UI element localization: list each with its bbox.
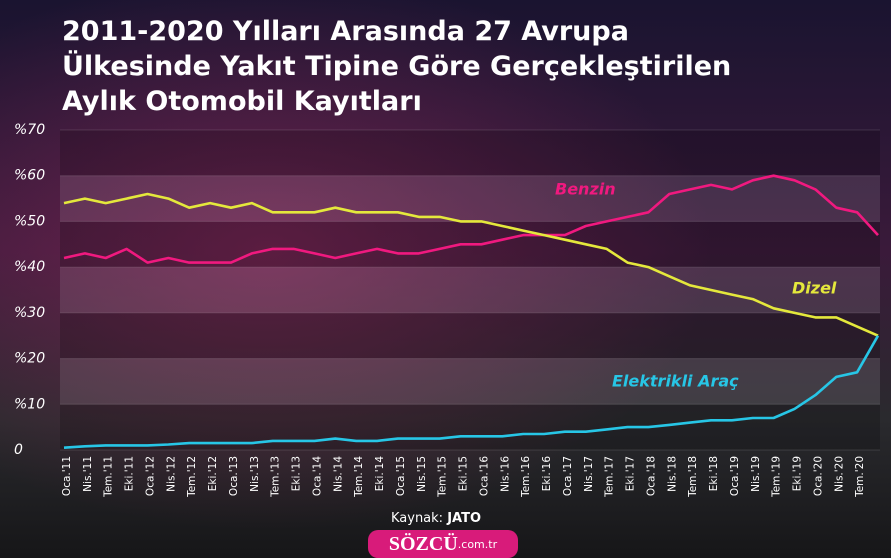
source: Kaynak: JATO xyxy=(391,511,481,526)
chart: 2011-2020 Yılları Arasında 27 Avrupa Ülk… xyxy=(0,0,891,558)
y-tick-label: %30 xyxy=(14,305,45,321)
logo-text: SÖZCÜ xyxy=(389,532,458,555)
x-tick-label: Eki.'11 xyxy=(124,456,136,491)
x-tick-label: Nis.'15 xyxy=(416,456,428,492)
grid-band xyxy=(60,267,880,313)
y-tick-label: %50 xyxy=(14,213,45,229)
x-tick-label: Nis.'12 xyxy=(165,456,177,492)
x-tick-label: Tem.'12 xyxy=(186,456,198,498)
x-tick-label: Tem.'20 xyxy=(854,456,866,498)
x-tick-label: Nis.'18 xyxy=(666,456,678,492)
chart-title-line: Aylık Otomobil Kayıtları xyxy=(62,86,422,117)
x-tick-label: Oca.'14 xyxy=(311,456,323,496)
y-tick-label: %60 xyxy=(14,168,45,184)
y-tick-label: %10 xyxy=(14,396,45,412)
chart-title-line: Ülkesinde Yakıt Tipine Göre Gerçekleştir… xyxy=(62,49,731,82)
y-tick-label: %70 xyxy=(14,122,45,138)
plot-area: 0 %10 %20 %30 %40 %50 %60 %70 Oca.'11 Nis.'11 Tem.… xyxy=(14,122,880,498)
x-tick-label: Nis.'14 xyxy=(332,456,344,492)
x-tick-label: Eki.'14 xyxy=(374,456,386,492)
x-tick-label: Nis.'17 xyxy=(583,456,595,492)
series-label: Elektrikli Araç xyxy=(612,372,739,391)
grid-band xyxy=(60,313,880,359)
x-tick-label: Nis.'11 xyxy=(82,456,94,492)
x-tick-label: Tem.'15 xyxy=(437,456,449,498)
x-tick-label: Oca.'15 xyxy=(395,456,407,496)
x-tick-label: Oca.'16 xyxy=(478,456,490,496)
x-tick-label: Tem.'11 xyxy=(103,456,115,498)
source-name: JATO xyxy=(446,511,481,526)
x-tick-label: Oca.'13 xyxy=(228,456,240,496)
series-label: Benzin xyxy=(555,180,616,199)
x-tick-label: Eki.'13 xyxy=(291,456,303,491)
x-tick-label: Tem.'18 xyxy=(687,456,699,498)
x-tick-label: Nis.'19 xyxy=(750,456,762,492)
chart-title-line: 2011-2020 Yılları Arasında 27 Avrupa xyxy=(62,16,629,47)
source-label: Kaynak: xyxy=(391,511,443,526)
x-tick-label: Nis.'13 xyxy=(249,456,261,492)
x-tick-label: Eki.'19 xyxy=(792,456,804,491)
x-tick-label: Eki.'18 xyxy=(708,456,720,491)
grid-band xyxy=(60,359,880,405)
grid-band xyxy=(60,176,880,222)
x-tick-label: Tem.'16 xyxy=(520,456,532,498)
x-tick-label: Oca.'18 xyxy=(645,456,657,496)
x-tick-label: Eki.'15 xyxy=(458,456,470,491)
logo-suffix: .com.tr xyxy=(458,538,498,551)
y-tick-label: 0 xyxy=(14,442,23,458)
x-tick-label: Oca.'11 xyxy=(61,456,73,496)
x-tick-label: Eki.'16 xyxy=(541,456,553,492)
grid-band xyxy=(60,130,880,176)
x-tick-label: Oca.'17 xyxy=(562,456,574,496)
series-label: Dizel xyxy=(792,279,837,298)
x-tick-label: Eki.'12 xyxy=(207,456,219,491)
x-tick-label: Oca.'19 xyxy=(729,456,741,496)
x-tick-label: Tem.'13 xyxy=(270,456,282,498)
x-tick-label: Oca.'20 xyxy=(812,456,824,496)
x-tick-label: Tem.'19 xyxy=(771,456,783,498)
x-tick-label: Eki.'17 xyxy=(625,456,637,491)
x-tick-label: Nis.'20 xyxy=(833,456,845,492)
x-tick-label: Tem.'17 xyxy=(604,456,616,498)
y-tick-label: %40 xyxy=(14,259,45,275)
y-tick-label: %20 xyxy=(14,351,45,367)
x-tick-label: Nis.'16 xyxy=(499,456,511,492)
x-tick-label: Oca.'12 xyxy=(144,456,156,496)
x-tick-label: Tem.'14 xyxy=(353,456,365,498)
